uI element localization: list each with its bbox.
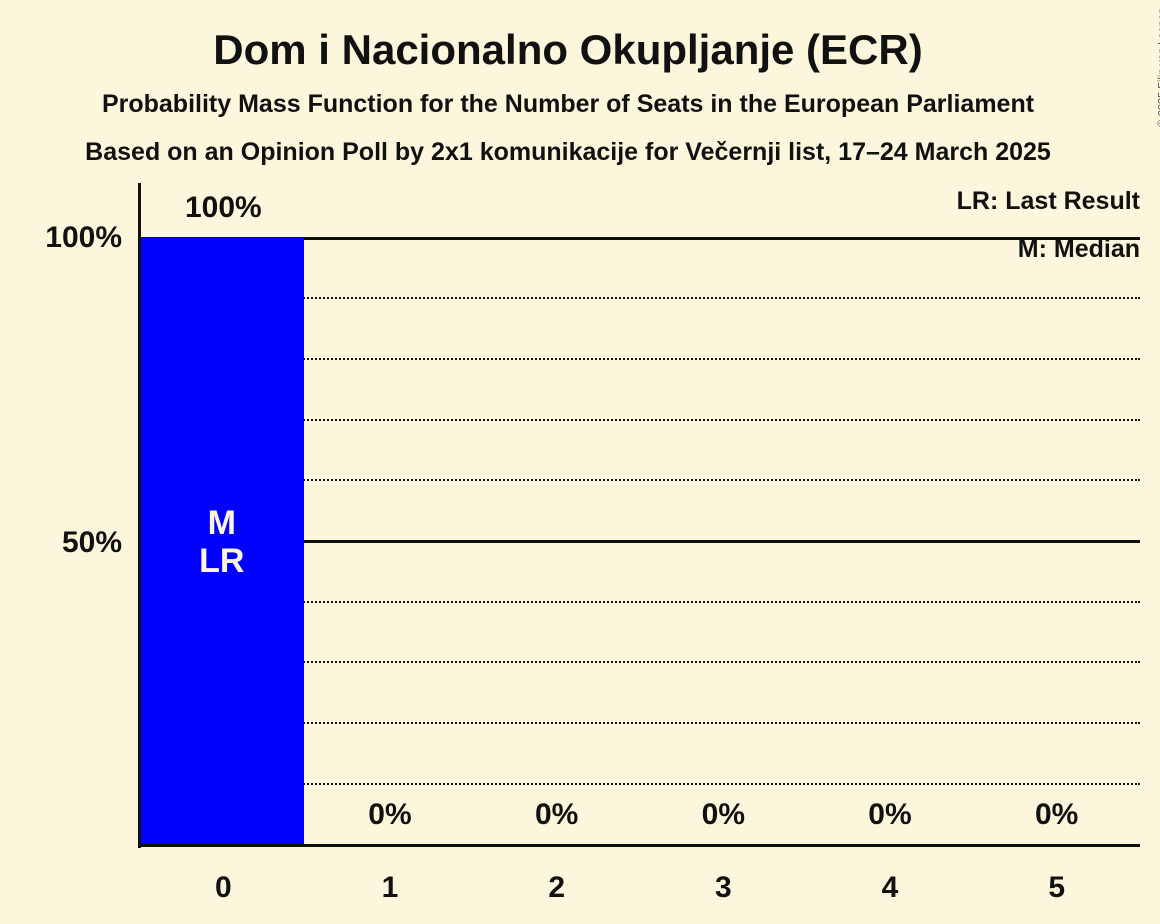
x-tick-label-0: 0 [214,871,232,904]
copyright-notice: © 2025 Filip van Laenen [1156,8,1160,127]
gridline-60 [140,479,1140,482]
x-tick-label-5: 5 [1048,871,1065,904]
last-result-marker: LR [199,541,245,580]
y-tick-label-100: 100% [45,221,122,254]
bar-value-label-3: 0% [701,798,745,831]
gridline-70 [140,418,1140,421]
bar-annotation-0: M LR [140,504,304,580]
bar-value-label-2: 0% [534,798,579,831]
chart-source-line: Based on an Opinion Poll by 2x1 komunika… [85,138,1051,166]
bar-value-label-5: 0% [1034,798,1079,831]
gridline-20 [140,722,1140,725]
bar-value-label-0: 100% [184,191,262,224]
legend-last-result: LR: Last Result [956,187,1140,215]
y-axis [138,183,141,848]
x-tick-label-3: 3 [714,871,732,904]
x-axis [138,844,1140,847]
gridline-50 [140,540,1140,543]
x-tick-label-2: 2 [548,871,565,904]
bar-value-label-1: 0% [368,798,412,831]
bar-value-label-4: 0% [868,798,912,831]
gridline-10 [140,782,1140,785]
legend-median: M: Median [1017,235,1140,263]
gridline-90 [140,297,1140,300]
median-marker: M [207,503,236,542]
x-tick-label-4: 4 [881,871,899,904]
bar-seats-0 [140,238,304,845]
gridline-100 [140,236,1140,240]
x-tick-label-1: 1 [381,871,399,904]
page-title: Dom i Nacionalno Okupljanje (ECR) [213,26,923,73]
gridline-80 [140,357,1140,360]
chart-subtitle: Probability Mass Function for the Number… [101,90,1035,118]
gridline-40 [140,600,1140,603]
gridline-30 [140,661,1140,664]
y-tick-label-50: 50% [61,526,122,559]
